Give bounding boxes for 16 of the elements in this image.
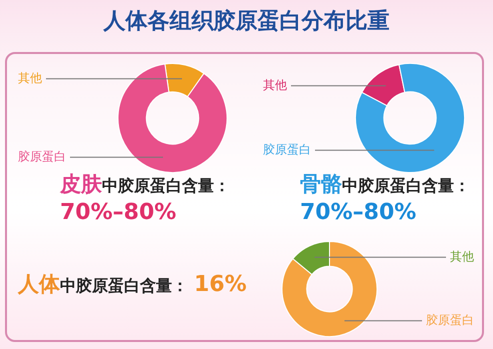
text: 70%–80% (300, 200, 418, 225)
slice-label: 胶原蛋白 (263, 142, 311, 156)
slice-label: 其他 (450, 249, 474, 264)
slice-label: 胶原蛋白 (18, 149, 66, 164)
text: 皮肤 (60, 172, 102, 196)
text: 人体 (18, 272, 60, 296)
text: 中胶原蛋白含量： (342, 176, 470, 195)
text: 中胶原蛋白含量： (102, 176, 230, 195)
slice-label: 其他 (18, 70, 42, 85)
text: 16% (194, 272, 247, 297)
slice-label: 胶原蛋白 (426, 312, 474, 327)
slice-label: 其他 (263, 78, 287, 92)
text: 骨骼 (300, 172, 342, 196)
chart-title: 人体各组织胶原蛋白分布比重 (102, 8, 390, 36)
text: 70%–80% (60, 200, 178, 225)
text: 中胶原蛋白含量： (60, 276, 188, 295)
